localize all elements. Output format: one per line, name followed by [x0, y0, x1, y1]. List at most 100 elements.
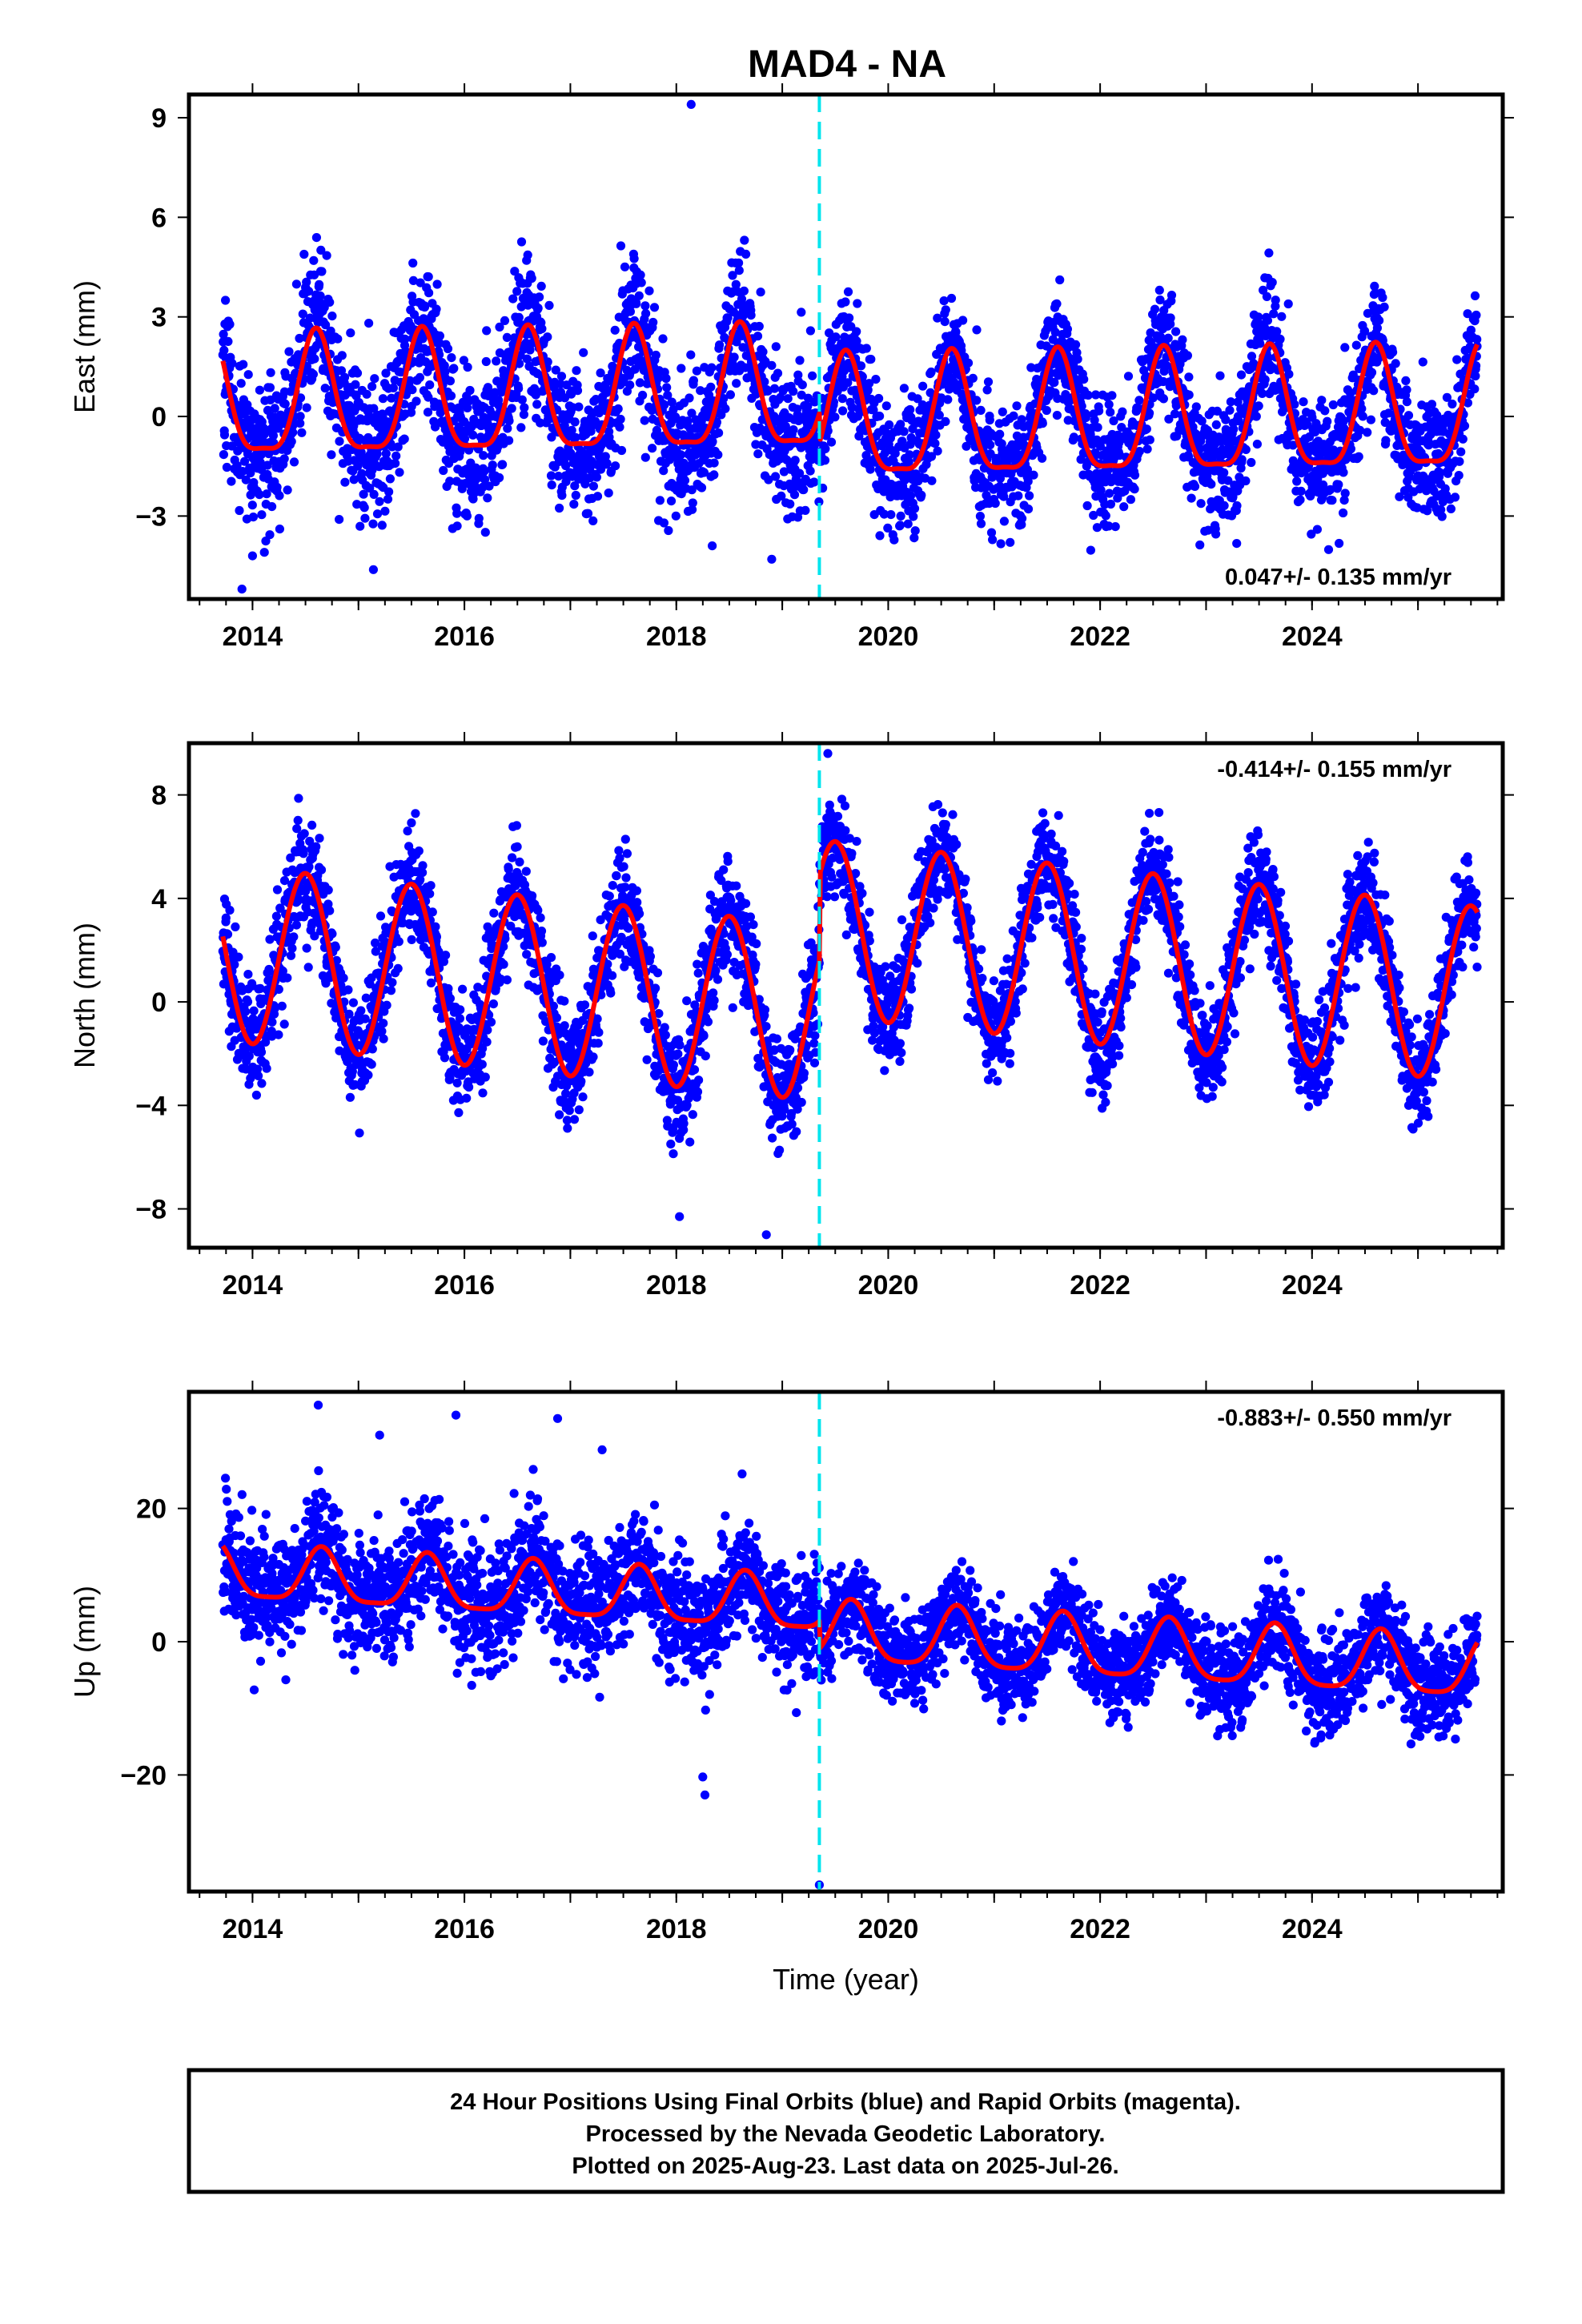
data-point	[926, 452, 937, 461]
data-point	[1012, 401, 1022, 411]
data-point	[934, 410, 944, 420]
data-point	[785, 499, 795, 509]
data-point	[483, 1025, 492, 1035]
data-point	[1170, 409, 1180, 419]
data-point	[340, 477, 350, 487]
data-point	[235, 505, 244, 516]
data-point	[826, 437, 837, 447]
data-point	[1197, 416, 1207, 426]
data-point	[398, 918, 408, 928]
data-point	[671, 412, 681, 422]
data-point	[279, 876, 290, 886]
data-point	[1402, 397, 1411, 407]
data-point	[625, 307, 636, 316]
data-point	[393, 963, 403, 973]
data-point	[592, 472, 602, 482]
data-point	[805, 326, 816, 336]
data-point	[1091, 390, 1101, 400]
data-point	[477, 1059, 487, 1069]
data-point	[975, 512, 985, 521]
data-point	[890, 448, 900, 458]
data-point	[926, 388, 935, 397]
data-point	[1372, 324, 1382, 333]
data-point	[1264, 248, 1274, 258]
data-point	[1251, 412, 1261, 421]
data-point	[926, 367, 936, 377]
data-point	[1055, 275, 1065, 285]
data-point	[574, 402, 584, 412]
data-point	[659, 518, 669, 528]
data-point	[1340, 489, 1350, 498]
data-point	[543, 357, 552, 367]
data-point	[302, 403, 311, 412]
data-point	[299, 849, 308, 858]
data-point	[383, 494, 393, 504]
data-point	[219, 450, 228, 460]
final-orbit-points	[218, 99, 1482, 594]
outlier-point	[767, 554, 777, 564]
data-point	[723, 313, 733, 323]
data-point	[327, 450, 336, 460]
data-point	[1391, 359, 1400, 368]
data-point	[219, 430, 230, 440]
data-point	[1095, 441, 1105, 451]
data-point	[999, 517, 1009, 526]
data-point	[368, 519, 378, 529]
data-point	[378, 394, 387, 404]
data-point	[714, 428, 724, 438]
data-point	[357, 468, 367, 479]
data-point	[1339, 508, 1348, 518]
data-point	[272, 482, 282, 493]
data-point	[395, 468, 404, 477]
data-point	[592, 492, 603, 501]
data-point	[426, 881, 436, 891]
data-point	[284, 347, 294, 356]
data-point	[1263, 353, 1274, 363]
data-point	[874, 393, 884, 404]
data-point	[351, 380, 360, 389]
plot-frame	[187, 92, 1505, 601]
data-point	[251, 1090, 261, 1100]
data-point	[246, 468, 255, 478]
data-point	[267, 502, 277, 512]
data-point	[265, 530, 275, 540]
data-point	[797, 380, 807, 390]
data-point	[295, 412, 305, 421]
data-point	[280, 399, 290, 408]
data-point	[432, 279, 442, 289]
data-point	[653, 373, 663, 383]
data-point	[1073, 354, 1082, 364]
data-point	[225, 320, 235, 329]
data-point	[616, 241, 626, 251]
data-point	[1388, 348, 1398, 357]
data-point	[333, 334, 343, 344]
data-point	[482, 1037, 492, 1047]
data-point	[463, 362, 472, 372]
data-point	[327, 312, 337, 321]
data-point	[443, 344, 453, 354]
data-point	[275, 903, 285, 913]
data-point	[985, 415, 994, 425]
data-point	[257, 1079, 267, 1088]
data-point	[1339, 468, 1348, 477]
data-point	[871, 375, 881, 384]
data-point	[271, 911, 281, 921]
data-point	[339, 372, 350, 382]
data-point	[1312, 525, 1322, 534]
data-point	[986, 528, 997, 537]
data-point	[616, 414, 625, 424]
data-point	[346, 328, 355, 338]
data-point	[325, 906, 335, 915]
data-point	[676, 450, 686, 460]
data-point	[1106, 408, 1115, 417]
data-point	[773, 368, 783, 378]
data-point	[1029, 470, 1038, 480]
data-point	[355, 521, 365, 531]
data-point	[384, 487, 394, 497]
data-point	[291, 920, 301, 930]
y-tick-label: 0	[151, 402, 167, 432]
data-point	[225, 906, 235, 915]
data-point	[615, 422, 624, 432]
